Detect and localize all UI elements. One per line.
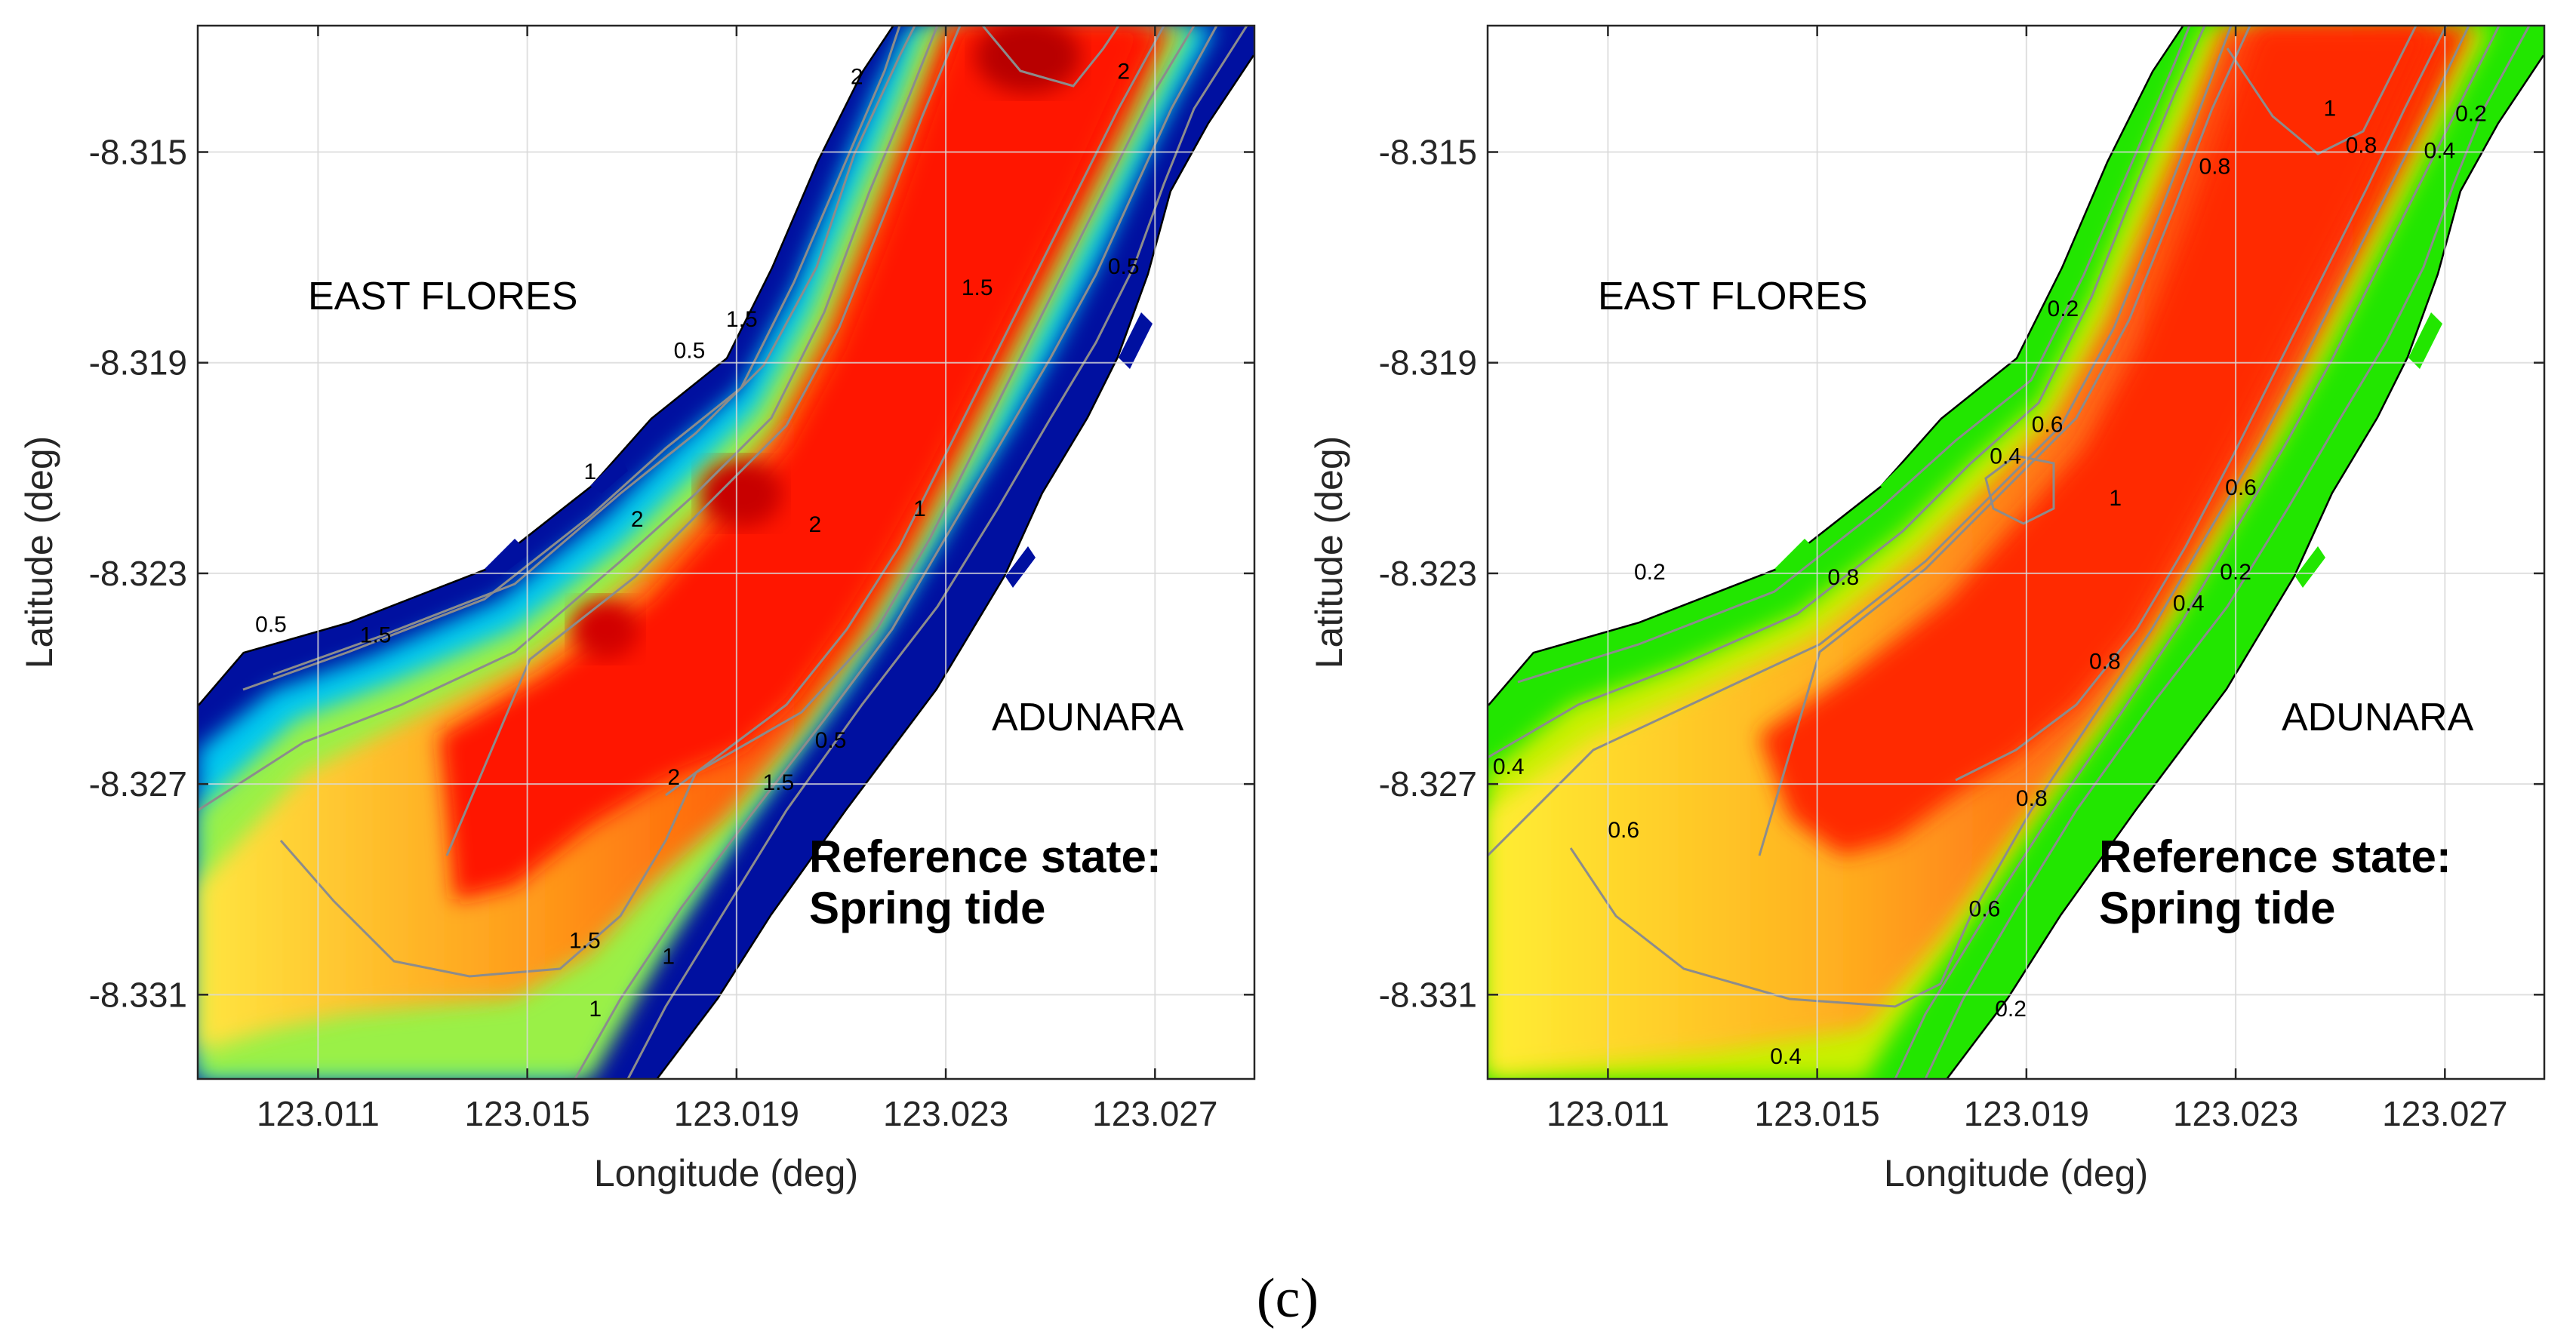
contour-label: 0.2 [1995,997,2027,1022]
contour-label: 0.5 [255,613,287,638]
contour-label: 0.8 [2089,650,2121,675]
contour-label: 0.5 [674,339,706,364]
grid [1488,26,2544,1079]
contour-label: 0.4 [2424,138,2456,163]
axes-frame [1486,24,2546,1080]
contour-label: 1.5 [962,275,993,300]
contour-label: 0.2 [2048,297,2079,321]
x-tick-label: 123.011 [1547,1094,1670,1133]
contour-label: 0.5 [815,728,847,753]
x-tick-label: 123.019 [1964,1094,2089,1133]
x-axis-label: Longitude (deg) [1884,1152,2148,1194]
contour-label: 1 [2109,486,2122,511]
y-tick-label: -8.315 [1379,133,1477,172]
figure-caption: (c) [1257,1268,1319,1329]
contour-field [1488,26,2544,1079]
annotation-line-1: Reference state: [2099,831,2451,882]
contour-label: 0.8 [1827,565,1859,590]
annotation-line-1: Reference state: [809,831,1162,882]
contour-label: 0.4 [1990,444,2021,469]
contour-label: 2 [631,507,644,532]
contour-label: 1.5 [762,770,794,795]
contour-field [198,18,1254,1079]
grid [198,26,1254,1079]
contour-label: 0.8 [2016,786,2048,811]
contour-label: 2 [808,512,821,537]
y-axis-label: Latitude (deg) [18,436,60,669]
y-tick-label: -8.331 [1379,975,1477,1014]
axes-frame [196,24,1256,1080]
contour-label: 1 [662,944,675,969]
panel-right: 0.2 1 0.8 0.4 0.8 0.2 0.6 0.4 1 0.6 0.8 0.2 0.2 0.4 0.… [1308,24,2546,1194]
contour-label: 1 [2323,97,2336,121]
contour-label: 0.4 [1493,755,1525,779]
x-tick-label: 123.027 [2382,1094,2507,1133]
contour-label: 2 [1117,60,1130,85]
contour-label: 0.5 [1108,254,1140,279]
y-tick-label: -8.327 [89,764,187,804]
contour-label: 0.8 [2199,154,2231,179]
contour-label: 1.5 [726,307,758,332]
contour-label: 0.6 [1969,897,2001,922]
contour-label: 0.2 [1634,560,1666,585]
contour-label: 0.2 [2455,102,2487,127]
contour-label: 0.6 [1608,818,1639,843]
y-tick-label: -8.323 [1379,554,1477,593]
y-axis-label: Latitude (deg) [1308,436,1350,669]
x-tick-label: 123.015 [1754,1094,1879,1133]
y-tick-label: -8.323 [89,554,187,593]
region-label-adunara: ADUNARA [2282,696,2474,739]
annotation-line-2: Spring tide [2099,883,2335,933]
contour-label: 0.8 [2346,133,2377,158]
y-tick-label: -8.315 [89,133,187,172]
x-tick-label: 123.019 [674,1094,799,1133]
filled-contour-surface [198,18,1254,1079]
contour-label: 0.6 [2225,475,2257,500]
y-tick-label: -8.319 [89,343,187,383]
region-label-east-flores: EAST FLORES [1598,275,1867,318]
x-tick-label: 123.023 [2173,1094,2298,1133]
contour-label: 0.6 [2032,412,2064,437]
y-tick-label: -8.331 [89,975,187,1014]
contour-label: 0.4 [2173,592,2205,616]
contour-label: 1 [589,997,602,1022]
x-tick-label: 123.023 [883,1094,1008,1133]
contour-label: 0.4 [1770,1044,1802,1069]
contour-label: 0.2 [2220,560,2251,585]
contour-label: 1 [913,496,926,521]
x-axis-label: Longitude (deg) [594,1152,858,1194]
y-tick-label: -8.319 [1379,343,1477,383]
x-tick-label: 123.015 [464,1094,589,1133]
x-tick-label: 123.027 [1092,1094,1217,1133]
contour-label: 2 [851,65,863,90]
panel-left: 2 2 0.5 1.5 1.5 0.5 1 2 2 1 0.5 1.5 0.5 2 1.5 1.5 1 1 123.… [18,18,1256,1194]
contour-label: 1.5 [569,928,601,953]
region-label-adunara: ADUNARA [992,696,1184,739]
annotation-line-2: Spring tide [809,883,1045,933]
contour-label: 2 [667,765,680,790]
y-tick-label: -8.327 [1379,764,1477,804]
filled-contour-surface [1488,26,2544,1079]
contour-label: 1.5 [360,623,392,648]
region-label-east-flores: EAST FLORES [308,275,577,318]
contour-label: 1 [583,459,596,484]
x-tick-label: 123.011 [257,1094,380,1133]
